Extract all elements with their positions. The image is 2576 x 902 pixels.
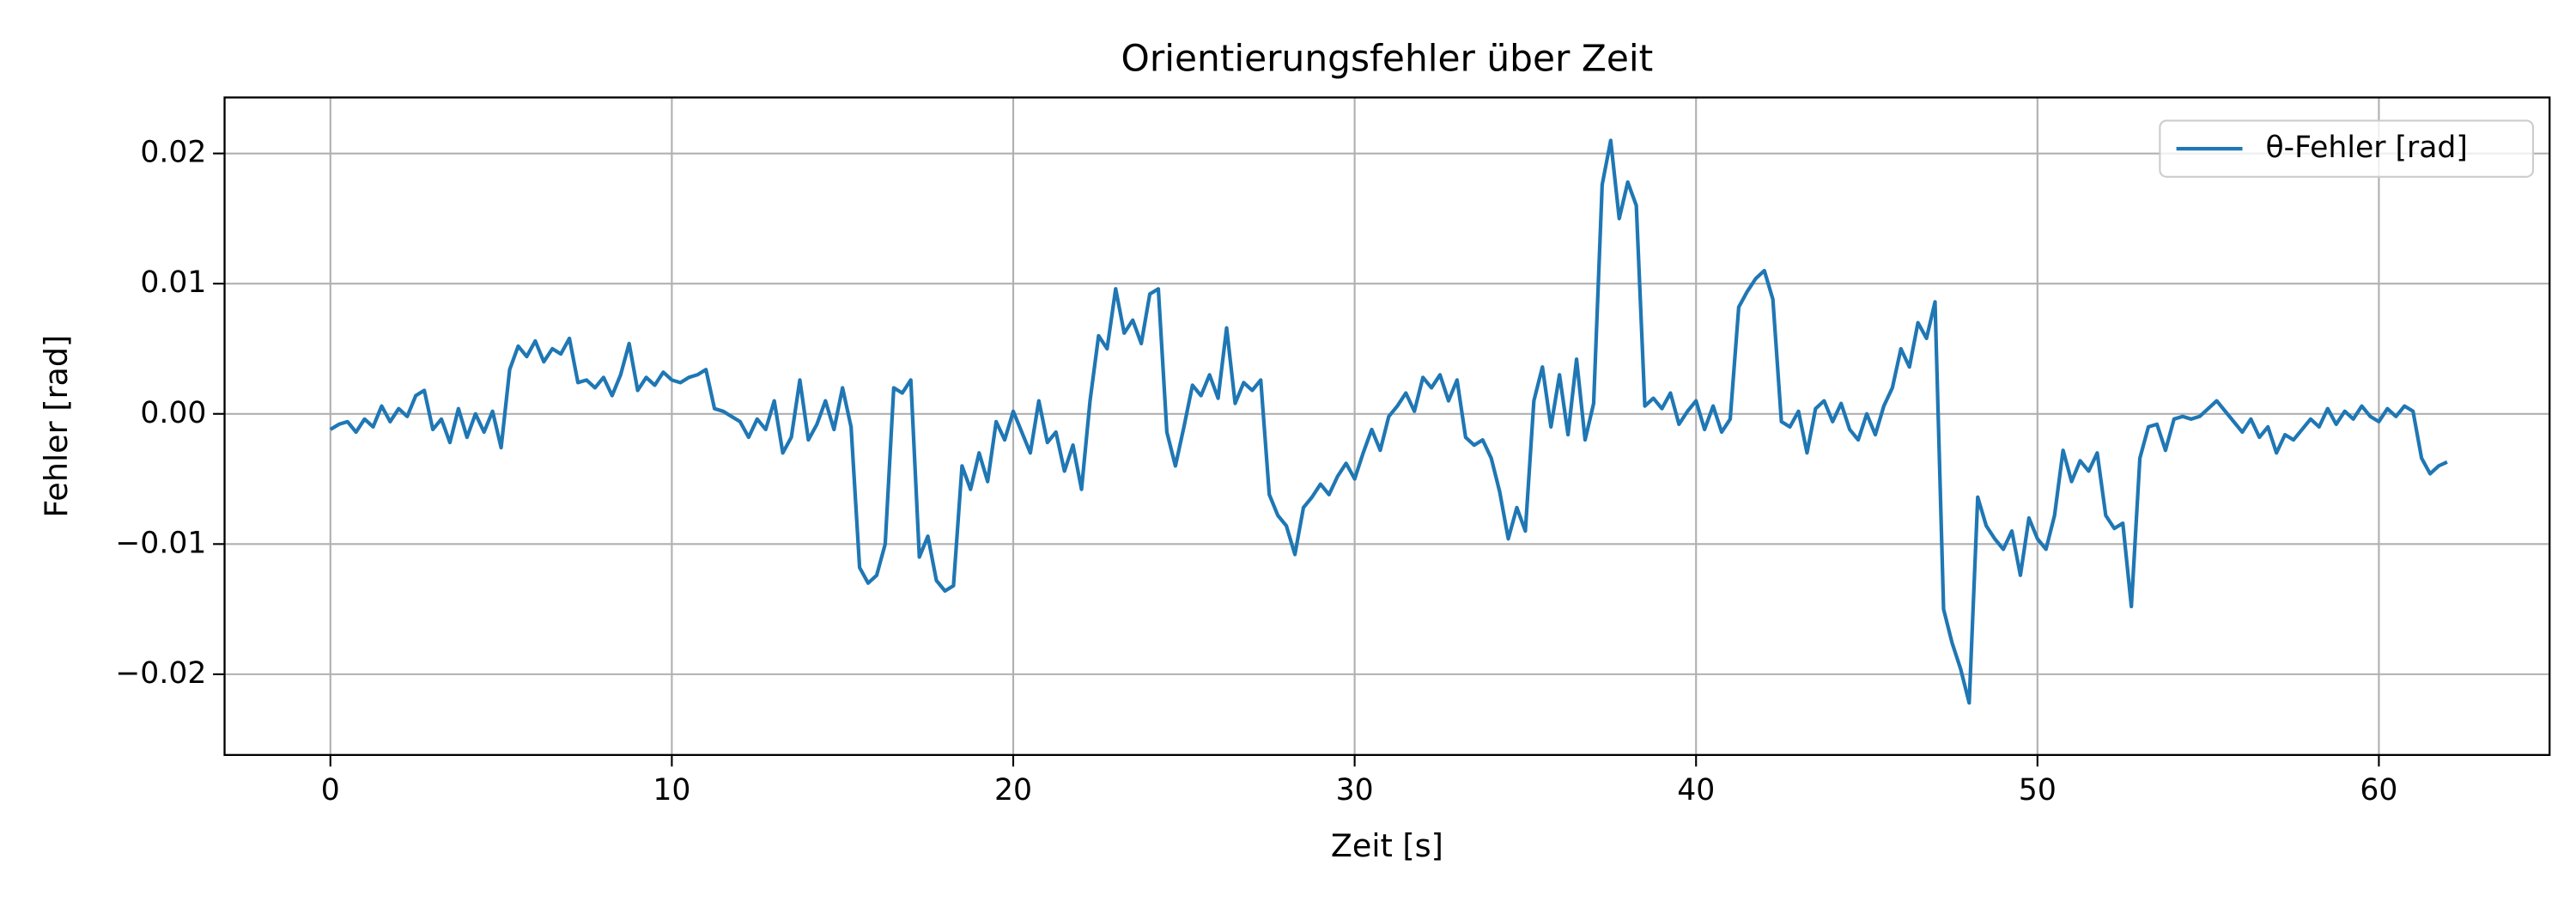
x-tick-label: 0 — [321, 773, 340, 808]
x-tick-label: 40 — [1677, 773, 1715, 808]
y-tick-label: 0.01 — [140, 265, 206, 300]
x-tick-label: 60 — [2360, 773, 2397, 808]
data-line — [329, 138, 2448, 705]
y-tick-label: 0.02 — [140, 136, 206, 170]
legend-box — [2159, 119, 2535, 178]
y-tick-label: 0.00 — [140, 396, 206, 430]
chart-title: Orientierungsfehler über Zeit — [1121, 38, 1654, 80]
y-tick-label: −0.02 — [115, 656, 206, 691]
y-tick-label: −0.01 — [115, 526, 206, 560]
x-tick-label: 10 — [653, 773, 690, 808]
x-axis-label: Zeit [s] — [1331, 827, 1443, 864]
x-tick-label: 20 — [994, 773, 1032, 808]
legend-label: θ-Fehler [rad] — [2265, 131, 2467, 165]
y-axis-label: Fehler [rad] — [38, 335, 75, 518]
plot-frame — [223, 96, 2551, 756]
x-tick-label: 50 — [2019, 773, 2057, 808]
x-tick-label: 30 — [1336, 773, 1374, 808]
